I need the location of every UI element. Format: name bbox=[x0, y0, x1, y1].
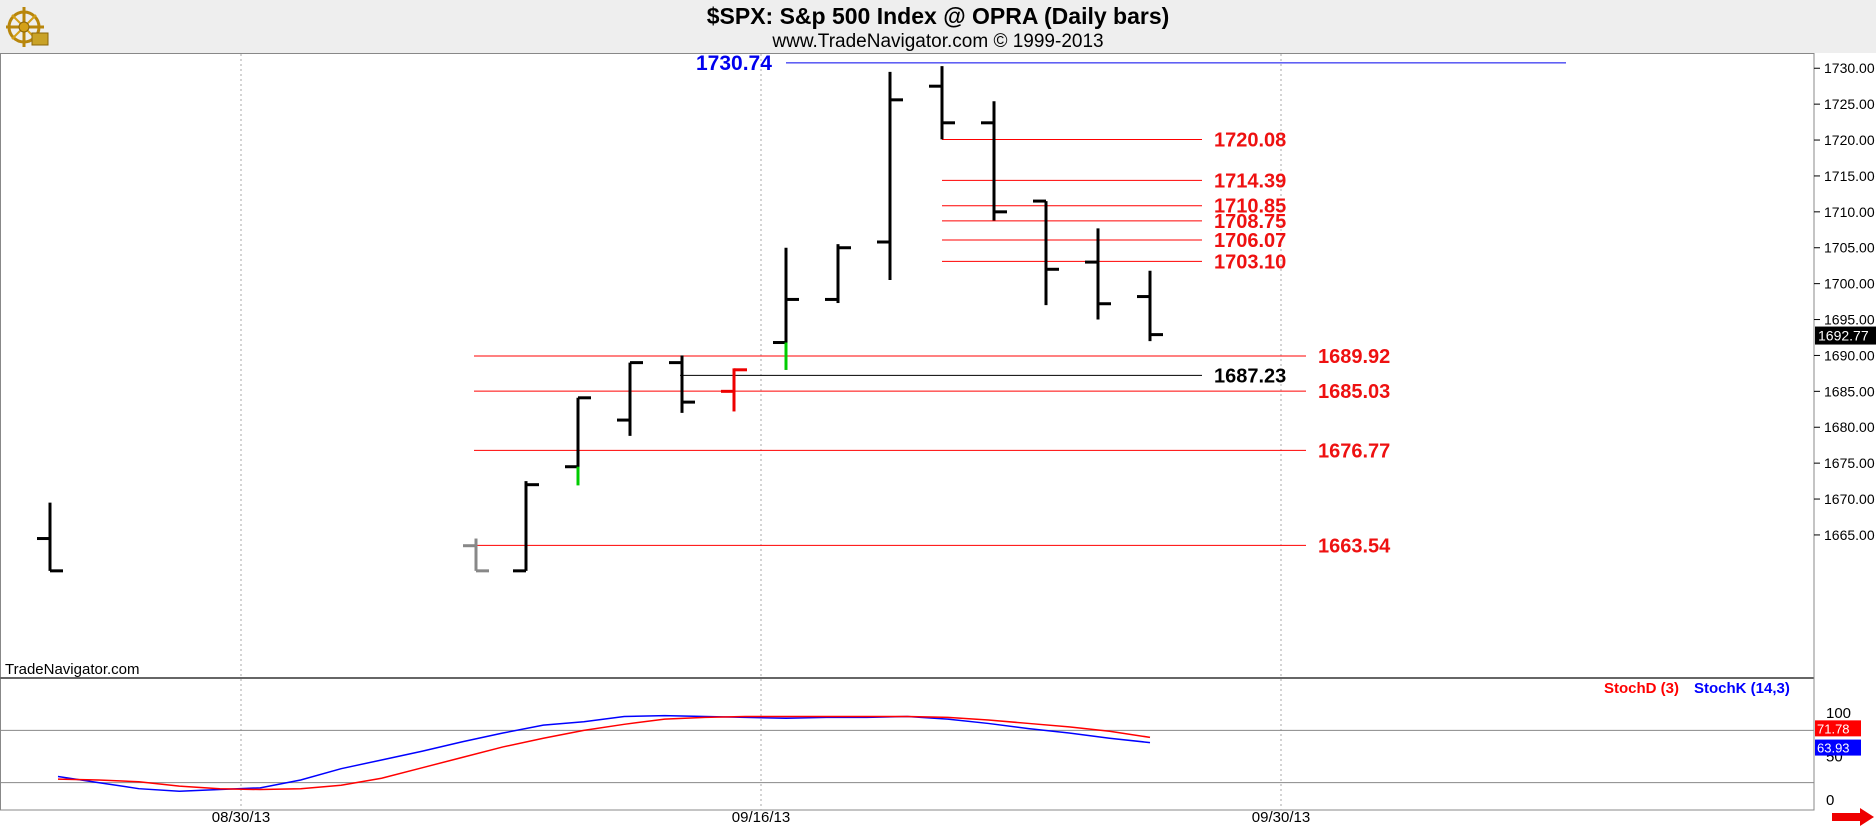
price-tick-label: 1700.00 bbox=[1824, 276, 1875, 292]
ohlc-bar bbox=[877, 71, 903, 281]
price-tick-label: 1710.00 bbox=[1824, 204, 1875, 220]
level-label: 1703.10 bbox=[1214, 251, 1286, 273]
ohlc-bar bbox=[463, 538, 489, 573]
ohlc-bar bbox=[1033, 199, 1059, 306]
stoch-line bbox=[57, 715, 1151, 791]
level-label: 1714.39 bbox=[1214, 170, 1286, 192]
price-tick-label: 1670.00 bbox=[1824, 491, 1875, 507]
stoch-value-label: 63.93 bbox=[1817, 741, 1850, 756]
level-label: 1710.85 bbox=[1214, 196, 1286, 218]
price-tick-label: 1680.00 bbox=[1824, 419, 1875, 435]
stoch-tick-label: 100 bbox=[1826, 705, 1851, 722]
level-label: 1663.54 bbox=[1318, 535, 1391, 557]
level-label: 1689.92 bbox=[1318, 346, 1390, 368]
stoch-tick-label: 0 bbox=[1826, 792, 1834, 809]
price-tick-label: 1715.00 bbox=[1824, 168, 1875, 184]
price-tick-label: 1665.00 bbox=[1824, 527, 1875, 543]
price-tick-label: 1690.00 bbox=[1824, 347, 1875, 363]
level-label: 1676.77 bbox=[1318, 440, 1390, 462]
watermark-text: TradeNavigator.com bbox=[5, 661, 140, 678]
ohlc-bar bbox=[37, 502, 63, 573]
ohlc-bar bbox=[825, 244, 851, 304]
date-tick-label: 09/30/13 bbox=[1252, 809, 1310, 826]
date-axis: 08/30/13 09/16/13 09/30/13 bbox=[212, 809, 1310, 826]
ohlc-bar bbox=[1085, 228, 1111, 320]
price-tick-label: 1695.00 bbox=[1824, 312, 1875, 328]
ohlc-bar bbox=[513, 481, 539, 573]
chart-frame bbox=[0, 53, 1815, 811]
stoch-value-label: 71.78 bbox=[1817, 721, 1850, 736]
last-price-label: 1692.77 bbox=[1818, 328, 1869, 344]
scroll-right-arrow-icon[interactable] bbox=[1832, 808, 1874, 826]
ohlc-bar bbox=[565, 396, 591, 478]
level-label: 1687.23 bbox=[1214, 365, 1286, 387]
stoch-value-tag bbox=[1815, 739, 1861, 756]
last-price-tag bbox=[1815, 326, 1876, 345]
price-levels: 1730.74 1720.08 1714.39 1710.851708.751706.… bbox=[474, 52, 1566, 557]
level-label: 1730.74 bbox=[696, 52, 772, 75]
price-tick-label: 1705.00 bbox=[1824, 240, 1875, 256]
price-tick-label: 1685.00 bbox=[1824, 383, 1875, 399]
chart-title: $SPX: S&p 500 Index @ OPRA (Daily bars) bbox=[706, 3, 1170, 29]
price-bars bbox=[37, 66, 1163, 573]
chart-gridlines bbox=[240, 54, 1282, 810]
date-tick-label: 09/16/13 bbox=[732, 809, 790, 826]
price-tick-label: 1675.00 bbox=[1824, 455, 1875, 471]
chart-subtitle: www.TradeNavigator.com © 1999-2013 bbox=[772, 31, 1104, 52]
ohlc-bar bbox=[721, 368, 747, 412]
level-label: 1706.07 bbox=[1214, 230, 1286, 252]
price-tick-label: 1730.00 bbox=[1824, 60, 1875, 76]
ohlc-bar bbox=[617, 361, 643, 436]
level-label: 1720.08 bbox=[1214, 129, 1286, 151]
price-axis: 1665.00 1670.00 1675.00 1680.00 1685.00 1690.… bbox=[1814, 60, 1876, 543]
plot-border bbox=[0, 53, 1815, 811]
ohlc-bar bbox=[1137, 270, 1163, 342]
stoch-legend-entry: StochD (3) bbox=[1604, 680, 1679, 697]
ohlc-bar bbox=[981, 101, 1007, 221]
price-tick-label: 1725.00 bbox=[1824, 96, 1875, 112]
level-label: 1708.75 bbox=[1214, 211, 1286, 233]
trade-navigator-logo-icon bbox=[2, 3, 52, 51]
price-tick-label: 1720.00 bbox=[1824, 132, 1875, 148]
stoch-legend-entry: StochK (14,3) bbox=[1694, 680, 1790, 697]
chart-header bbox=[0, 0, 1876, 53]
stoch-value-tag bbox=[1815, 720, 1861, 737]
level-label: 1685.03 bbox=[1318, 381, 1390, 403]
date-tick-label: 08/30/13 bbox=[212, 809, 270, 826]
ohlc-bar bbox=[669, 355, 695, 413]
ohlc-bar bbox=[929, 66, 955, 140]
